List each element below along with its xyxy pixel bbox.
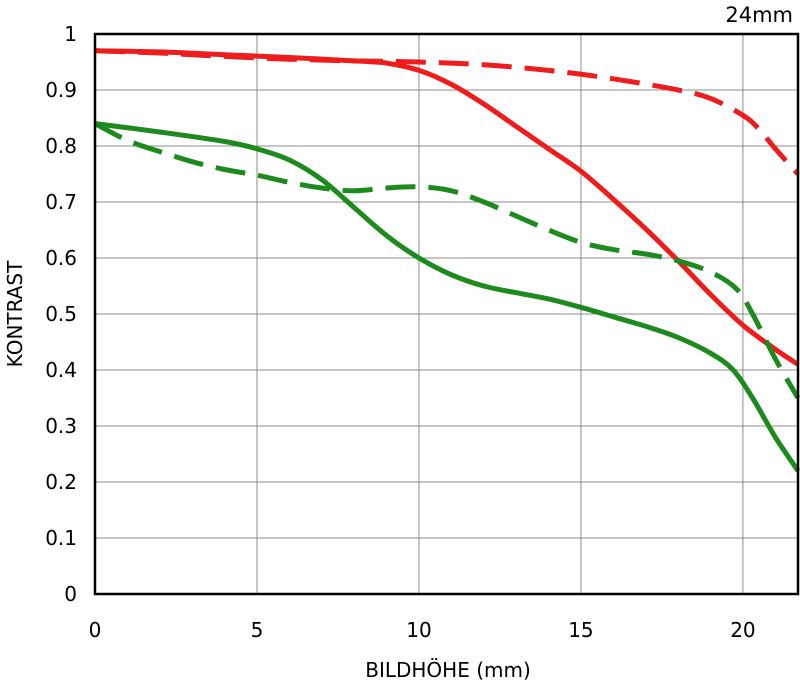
y-tick-label: 0.4	[45, 358, 77, 382]
series-line-4	[93, 121, 800, 400]
y-tick-label: 0.5	[45, 302, 77, 326]
y-tick-label: 0.1	[45, 526, 77, 550]
x-tick-label: 5	[251, 618, 264, 642]
x-tick-label: 20	[730, 618, 755, 642]
y-tick-label: 0.8	[45, 134, 77, 158]
y-tick-label: 0.6	[45, 246, 77, 270]
y-tick-label: 0.9	[45, 78, 77, 102]
x-tick-label: 10	[406, 618, 431, 642]
x-tick-label: 0	[89, 618, 102, 642]
series-line-1	[94, 48, 800, 367]
series-line-2	[94, 48, 800, 176]
y-axis-title: KONTRAST	[3, 260, 27, 367]
x-tick-label: 15	[568, 618, 593, 642]
plot-area	[93, 32, 800, 596]
y-tick-label: 0.3	[45, 414, 77, 438]
y-tick-label: 0.2	[45, 470, 77, 494]
y-tick-label: 0.7	[45, 190, 77, 214]
series-line-3	[94, 121, 800, 473]
y-axis: 0 0.1 0.2 0.3 0.4 0.5 0.6 0.7 0.8 0.9 1	[45, 22, 77, 606]
y-tick-label: 0	[64, 582, 77, 606]
grid	[95, 34, 798, 594]
y-tick-label: 1	[64, 22, 77, 46]
x-axis-title: BILDHÖHE (mm)	[365, 658, 531, 682]
corner-label: 24mm	[725, 3, 793, 27]
series-group	[93, 48, 800, 473]
x-axis: 0 5 10 15 20	[89, 618, 756, 642]
